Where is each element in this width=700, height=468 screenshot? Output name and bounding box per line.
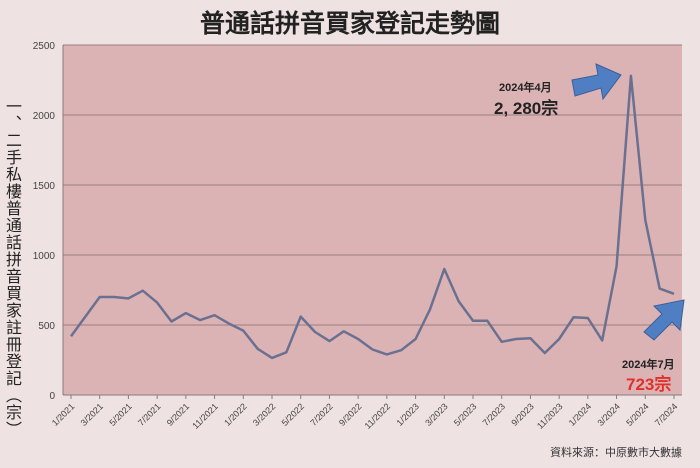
x-tick-label: 3/2022 — [251, 401, 278, 428]
x-tick-label: 3/2021 — [79, 401, 106, 428]
x-tick-label: 9/2021 — [165, 401, 192, 428]
annotation-latest-date: 2024年7月 — [622, 359, 675, 371]
annotation-latest-value: 723宗 — [626, 375, 672, 394]
x-tick-label: 5/2022 — [280, 401, 307, 428]
x-tick-label: 7/2024 — [653, 401, 680, 428]
x-tick-label: 1/2022 — [222, 401, 249, 428]
y-tick-label: 2500 — [33, 41, 56, 52]
arrow-peak-icon — [571, 63, 622, 101]
x-tick-label: 1/2023 — [394, 401, 421, 428]
plot-area — [63, 45, 682, 395]
source-note: 資料來源：中原數市大數據 — [550, 446, 682, 459]
x-tick-label: 5/2023 — [452, 401, 479, 428]
x-tick-label: 3/2024 — [595, 401, 622, 428]
y-tick-label: 1000 — [33, 251, 56, 262]
arrow-latest-icon — [643, 299, 685, 341]
x-tick-label: 5/2024 — [624, 401, 651, 428]
x-tick-label: 1/2024 — [567, 401, 594, 428]
x-tick-label: 9/2022 — [337, 401, 364, 428]
x-tick-label: 7/2023 — [481, 401, 508, 428]
x-tick-label: 9/2023 — [509, 401, 536, 428]
x-tick-label: 11/2022 — [363, 401, 393, 431]
y-tick-label: 1500 — [33, 181, 56, 192]
x-tick-label: 5/2021 — [107, 401, 134, 428]
x-tick-label: 7/2022 — [308, 401, 335, 428]
annotation-peak-value: 2, 280宗 — [494, 99, 559, 118]
x-tick-label: 11/2021 — [190, 401, 220, 431]
x-tick-label: 1/2021 — [50, 401, 77, 428]
y-tick-label: 500 — [38, 321, 55, 332]
y-tick-label: 0 — [49, 391, 55, 402]
y-axis-label: 一、二手私樓普通話拼音買家註冊登記（宗） — [3, 98, 22, 438]
x-tick-label: 11/2023 — [535, 401, 565, 431]
x-tick-label: 3/2023 — [423, 401, 450, 428]
y-tick-label: 2000 — [33, 111, 56, 122]
x-tick-label: 7/2021 — [136, 401, 163, 428]
chart-title: 普通話拼音買家登記走勢圖 — [199, 9, 500, 38]
annotation-peak-date: 2024年4月 — [499, 82, 552, 94]
